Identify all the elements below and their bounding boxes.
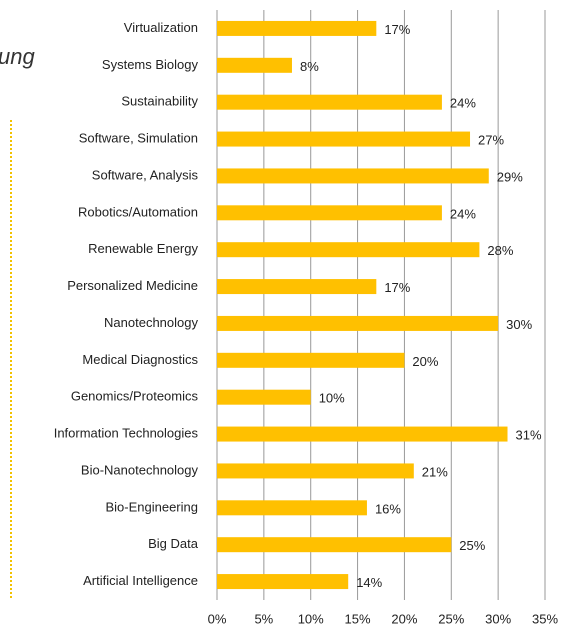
bar bbox=[217, 242, 480, 258]
data-label: 28% bbox=[487, 243, 513, 258]
x-tick-label: 0% bbox=[208, 611, 227, 626]
x-tick-label: 25% bbox=[438, 611, 464, 626]
x-tick-label: 5% bbox=[254, 611, 273, 626]
data-label: 24% bbox=[450, 206, 476, 221]
y-tick-label: Systems Biology bbox=[102, 57, 199, 72]
x-tick-label: 35% bbox=[532, 611, 558, 626]
x-tick-label: 10% bbox=[298, 611, 324, 626]
bar bbox=[217, 574, 349, 590]
y-tick-label: Medical Diagnostics bbox=[82, 352, 198, 367]
y-tick-label: Personalized Medicine bbox=[67, 278, 198, 293]
data-label: 14% bbox=[356, 575, 382, 590]
x-tick-label: 15% bbox=[345, 611, 371, 626]
bar bbox=[217, 57, 292, 73]
data-label: 8% bbox=[300, 59, 319, 74]
bar bbox=[217, 205, 442, 221]
data-label: 24% bbox=[450, 96, 476, 111]
data-label: 29% bbox=[497, 169, 523, 184]
data-label: 17% bbox=[384, 22, 410, 37]
data-label: 17% bbox=[384, 280, 410, 295]
y-tick-label: Artificial Intelligence bbox=[83, 573, 198, 588]
data-label: 16% bbox=[375, 501, 401, 516]
data-label: 10% bbox=[319, 391, 345, 406]
bar bbox=[217, 500, 367, 516]
y-tick-label: Information Technologies bbox=[54, 426, 199, 441]
y-tick-label: Renewable Energy bbox=[88, 241, 198, 256]
y-tick-label: Software, Simulation bbox=[79, 131, 198, 146]
x-tick-label: 20% bbox=[391, 611, 417, 626]
y-tick-label: Nanotechnology bbox=[104, 315, 198, 330]
y-tick-label: Robotics/Automation bbox=[78, 204, 198, 219]
y-tick-label: Software, Analysis bbox=[92, 167, 199, 182]
bar bbox=[217, 426, 508, 442]
bar bbox=[217, 389, 311, 405]
data-label: 27% bbox=[478, 133, 504, 148]
bar bbox=[217, 352, 405, 368]
y-tick-label: Virtualization bbox=[124, 20, 198, 35]
bar bbox=[217, 131, 471, 147]
data-label: 25% bbox=[459, 538, 485, 553]
bar bbox=[217, 168, 489, 184]
y-tick-label: Genomics/Proteomics bbox=[71, 389, 199, 404]
bar bbox=[217, 463, 414, 479]
data-label: 21% bbox=[422, 464, 448, 479]
data-label: 20% bbox=[412, 354, 438, 369]
data-label: 31% bbox=[516, 428, 542, 443]
data-label: 30% bbox=[506, 317, 532, 332]
y-tick-label: Bio-Nanotechnology bbox=[81, 462, 199, 477]
y-tick-label: Big Data bbox=[148, 536, 199, 551]
bar bbox=[217, 20, 377, 36]
bar bbox=[217, 94, 442, 110]
bar bbox=[217, 279, 377, 295]
bar bbox=[217, 315, 499, 331]
y-tick-label: Sustainability bbox=[121, 94, 198, 109]
y-tick-label: Bio-Engineering bbox=[105, 499, 198, 514]
bar bbox=[217, 537, 452, 553]
x-tick-label: 30% bbox=[485, 611, 511, 626]
annotation: ung bbox=[0, 44, 35, 69]
